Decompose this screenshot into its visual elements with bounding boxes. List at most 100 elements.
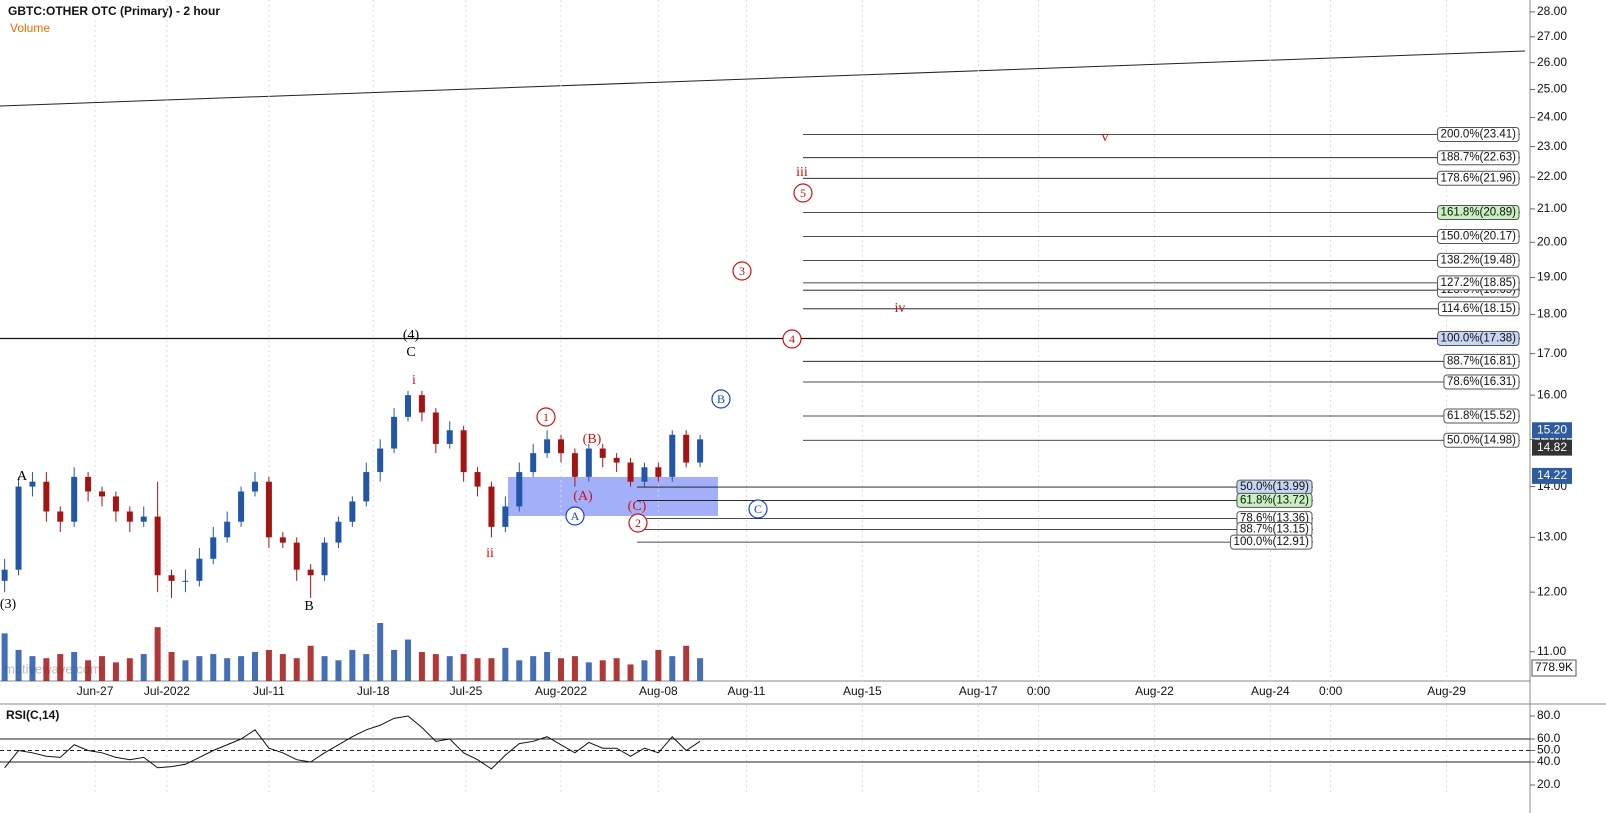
- candle-body: [154, 516, 161, 576]
- fib-label-box: [1437, 229, 1520, 245]
- candle-body: [29, 481, 36, 487]
- wave-circle: [732, 261, 752, 281]
- candle-body: [1, 569, 8, 581]
- candle-body: [516, 472, 523, 507]
- volume-bar: [15, 649, 22, 681]
- price-tag: [1532, 422, 1572, 439]
- wave-circle: [565, 506, 585, 526]
- candle-body: [140, 516, 147, 522]
- volume-bar: [210, 654, 217, 681]
- volume-bar: [112, 662, 119, 681]
- volume-bar: [196, 656, 203, 681]
- volume-bar: [238, 656, 245, 681]
- volume-bar: [252, 652, 258, 681]
- chart-title: GBTC:OTHER OTC (Primary) - 2 hour: [8, 4, 220, 18]
- fib-label-text: 138.2%(19.48): [1441, 254, 1517, 266]
- volume-bar: [627, 664, 634, 681]
- candle-body: [502, 506, 509, 527]
- price-tag: [1532, 467, 1572, 484]
- candle-body: [112, 496, 119, 512]
- fib-label-box: [1437, 126, 1520, 142]
- wave-label: v: [1102, 130, 1109, 145]
- candle-body: [683, 434, 690, 463]
- y-tick-label: 80.0: [1537, 708, 1561, 722]
- candle-body: [460, 430, 467, 473]
- volume-bar: [488, 658, 495, 681]
- fib-label: 138.2%(19.48): [1437, 252, 1520, 268]
- fib-label: 61.8%(13.72): [1236, 492, 1313, 508]
- wave-label: 3: [739, 264, 745, 278]
- price-tag-label: 14.82: [1537, 440, 1567, 454]
- y-tick-label: 60.0: [1537, 731, 1561, 745]
- wave-label: 5: [800, 186, 806, 200]
- candle-body: [252, 481, 258, 492]
- fib-label: 78.6%(16.31): [1443, 374, 1520, 390]
- wave-circle: [711, 389, 731, 409]
- wave-circle: [793, 183, 813, 203]
- y-tick-label: 20.00: [1537, 234, 1567, 248]
- y-tick-label: 20.0: [1537, 777, 1561, 791]
- fib-label-box: [1437, 301, 1520, 317]
- fib-label-box: [1236, 492, 1313, 508]
- fib-label-box: [1437, 204, 1520, 220]
- candle-body: [182, 580, 189, 582]
- wave-label: (B): [583, 432, 602, 447]
- fib-label: 61.8%(15.52): [1443, 408, 1520, 424]
- fib-label-box: [1437, 275, 1520, 291]
- wave-label: C: [754, 502, 762, 516]
- fib-label-box: [1437, 150, 1520, 166]
- volume-bar: [613, 658, 620, 681]
- fib-label: 178.6%(21.96): [1437, 170, 1520, 186]
- candle-body: [126, 511, 133, 522]
- volume-bar: [140, 654, 147, 681]
- y-tick-label: 25.00: [1537, 82, 1567, 96]
- candle-body: [391, 416, 398, 449]
- fib-label: 88.7%(13.15): [1236, 521, 1313, 537]
- volume-bar: [154, 627, 161, 681]
- wave-circle: [536, 407, 556, 427]
- volume-bar: [43, 658, 50, 681]
- price-tag: [1532, 439, 1572, 456]
- volume-bar: [85, 660, 92, 681]
- wave-label: iii: [796, 165, 808, 180]
- x-tick-label: 0:00: [1027, 684, 1051, 698]
- volume-bar: [530, 656, 537, 681]
- x-tick-label: Jul-25: [450, 684, 483, 698]
- fib-label: 150.0%(20.17): [1437, 229, 1520, 245]
- fib-label: 50.0%(14.98): [1443, 432, 1520, 448]
- volume-bar: [307, 645, 314, 681]
- fib-label-text: 61.8%(15.52): [1447, 410, 1516, 422]
- price-tag-label: 15.20: [1537, 422, 1567, 436]
- candle-body: [558, 439, 564, 454]
- candle-body: [474, 472, 481, 487]
- x-tick-label: 0:00: [1319, 684, 1343, 698]
- fib-label-text: 188.7%(22.63): [1441, 152, 1517, 164]
- volume-label: Volume: [10, 21, 50, 35]
- fib-label-text: 50.0%(14.98): [1447, 434, 1516, 446]
- wave-circle: [628, 513, 648, 533]
- candle-body: [15, 486, 22, 570]
- y-tick-label: 12.00: [1537, 584, 1567, 598]
- wave-label: B: [717, 392, 725, 406]
- volume-tag: [1531, 659, 1577, 677]
- fib-label-box: [1230, 534, 1313, 550]
- y-tick-label: 28.00: [1537, 4, 1567, 18]
- volume-bar: [571, 656, 578, 681]
- volume-bar: [446, 656, 453, 681]
- candle-body: [669, 434, 676, 477]
- candle-body: [418, 395, 425, 413]
- fib-label: 114.6%(18.15): [1437, 301, 1520, 317]
- fib-label-box: [1443, 374, 1520, 390]
- fib-label-text: 161.8%(20.89): [1441, 207, 1517, 219]
- candle-body: [335, 521, 342, 543]
- fib-label-text: 178.6%(21.96): [1441, 172, 1517, 184]
- candle-body: [321, 542, 328, 576]
- volume-bar: [683, 645, 690, 681]
- volume-bar: [405, 639, 411, 681]
- candle-body: [279, 537, 286, 543]
- candle-body: [488, 486, 495, 527]
- wave-label: B: [304, 599, 313, 614]
- price-tag-label: 14.22: [1537, 468, 1567, 482]
- candle-body: [432, 412, 439, 444]
